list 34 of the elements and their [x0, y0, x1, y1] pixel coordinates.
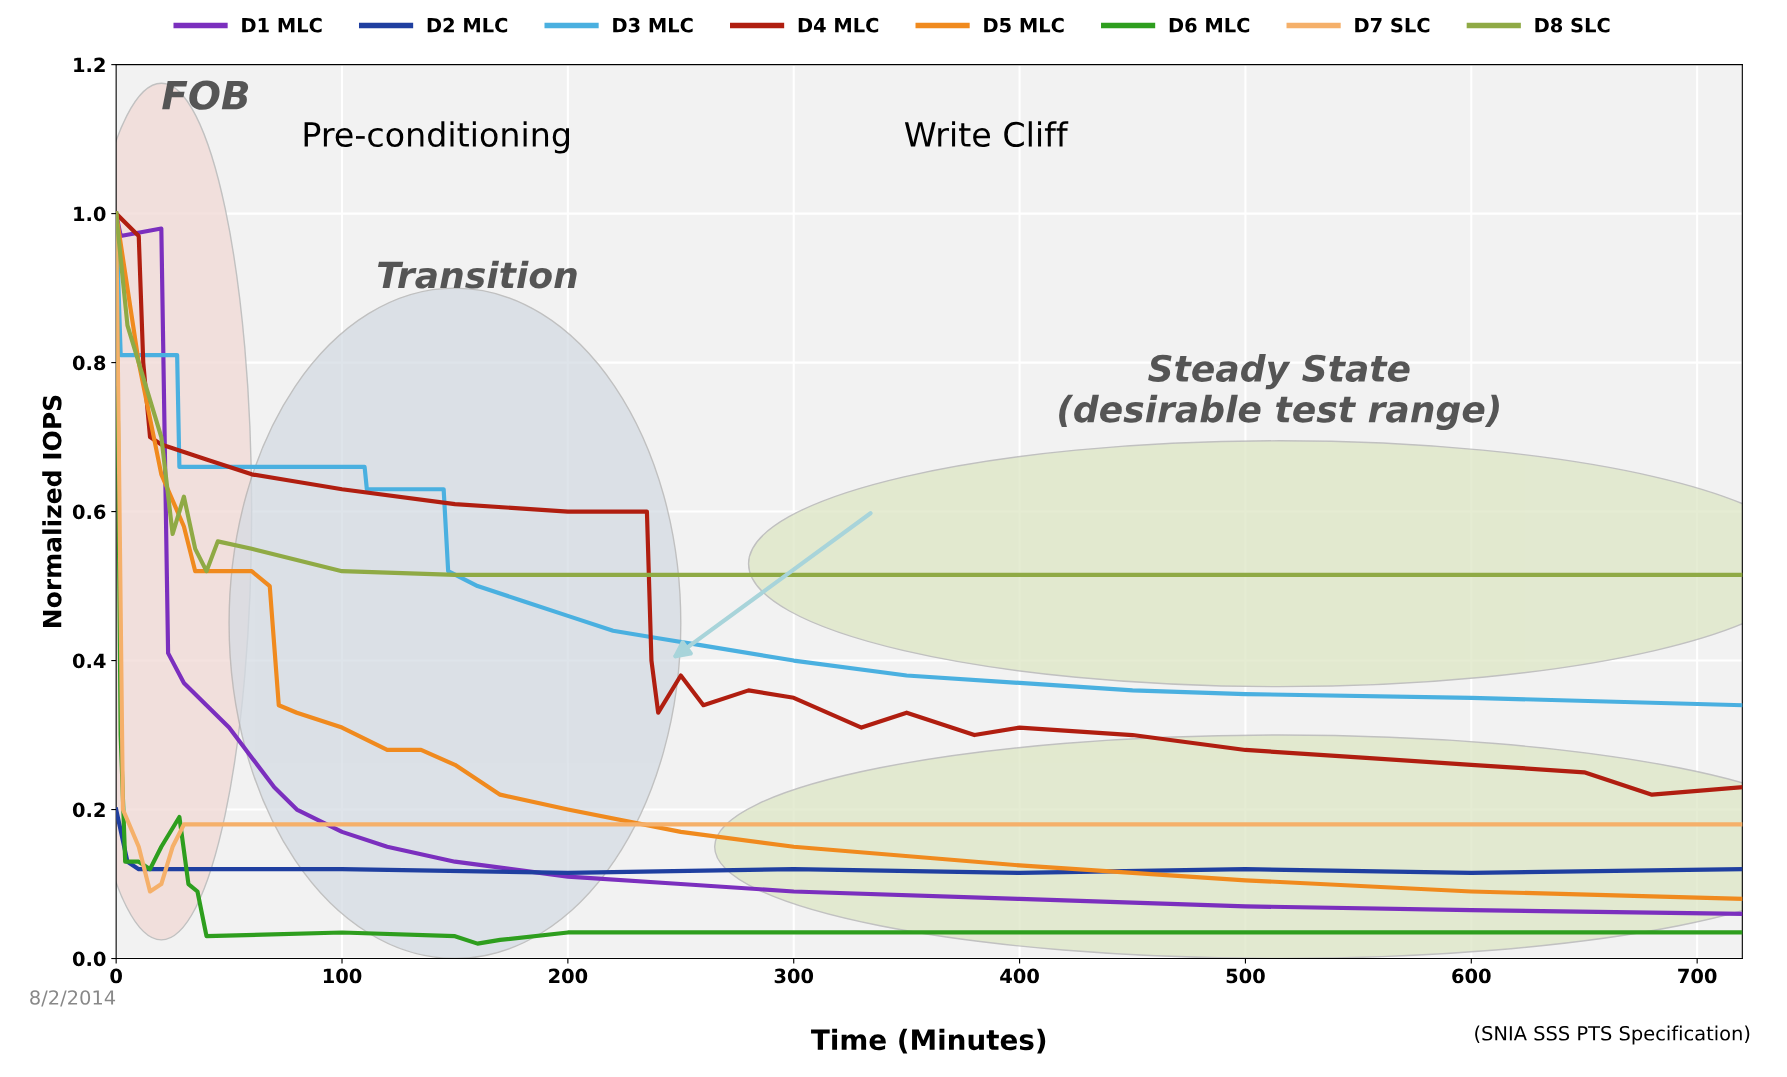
x-tick-label: 0: [110, 968, 122, 984]
y-tick-label: 0.8: [72, 355, 106, 371]
legend-label: D7 SLC: [1355, 17, 1430, 33]
y-tick-label: 0.2: [72, 802, 105, 818]
x-tick-label: 400: [1000, 968, 1039, 984]
legend-label: D1 MLC: [242, 17, 322, 33]
y-tick-label: 0.6: [72, 504, 106, 520]
text: (SNIA SSS PTS Specification): [1475, 1025, 1750, 1045]
legend-label: D5 MLC: [984, 17, 1064, 33]
x-tick-label: 200: [549, 968, 588, 984]
x-tick-label: 500: [1226, 968, 1265, 984]
annotation: Steady State (desirable test range): [1059, 354, 1499, 430]
legend-label: D2 MLC: [427, 17, 508, 33]
text: 8/2/2014: [30, 990, 116, 1007]
y-tick-label: 1.0: [74, 206, 106, 222]
x-tick-label: 300: [774, 968, 814, 984]
y-tick-label: 0.4: [72, 653, 106, 669]
annotation: Write Cliff: [904, 121, 1069, 148]
x-axis-title: Time (Minutes): [811, 1028, 1046, 1054]
y-axis-title: Normalized IOPS: [42, 395, 62, 628]
annotation: Pre-conditioning: [304, 121, 569, 154]
legend-label: D4 MLC: [798, 17, 879, 33]
annotation: FOB: [162, 80, 249, 110]
y-tick-label: 1.2: [74, 57, 105, 73]
x-tick-label: 600: [1452, 968, 1491, 984]
annotation: Transition: [377, 260, 577, 289]
legend-label: D8 SLC: [1535, 17, 1610, 33]
line-series: [116, 211, 1743, 577]
legend-label: D6 MLC: [1169, 17, 1250, 33]
legend-label: D3 MLC: [613, 17, 693, 33]
y-tick-label: 0.0: [72, 951, 106, 967]
line-series: [116, 807, 1743, 875]
x-tick-label: 700: [1678, 968, 1717, 984]
x-tick-label: 100: [323, 968, 362, 984]
